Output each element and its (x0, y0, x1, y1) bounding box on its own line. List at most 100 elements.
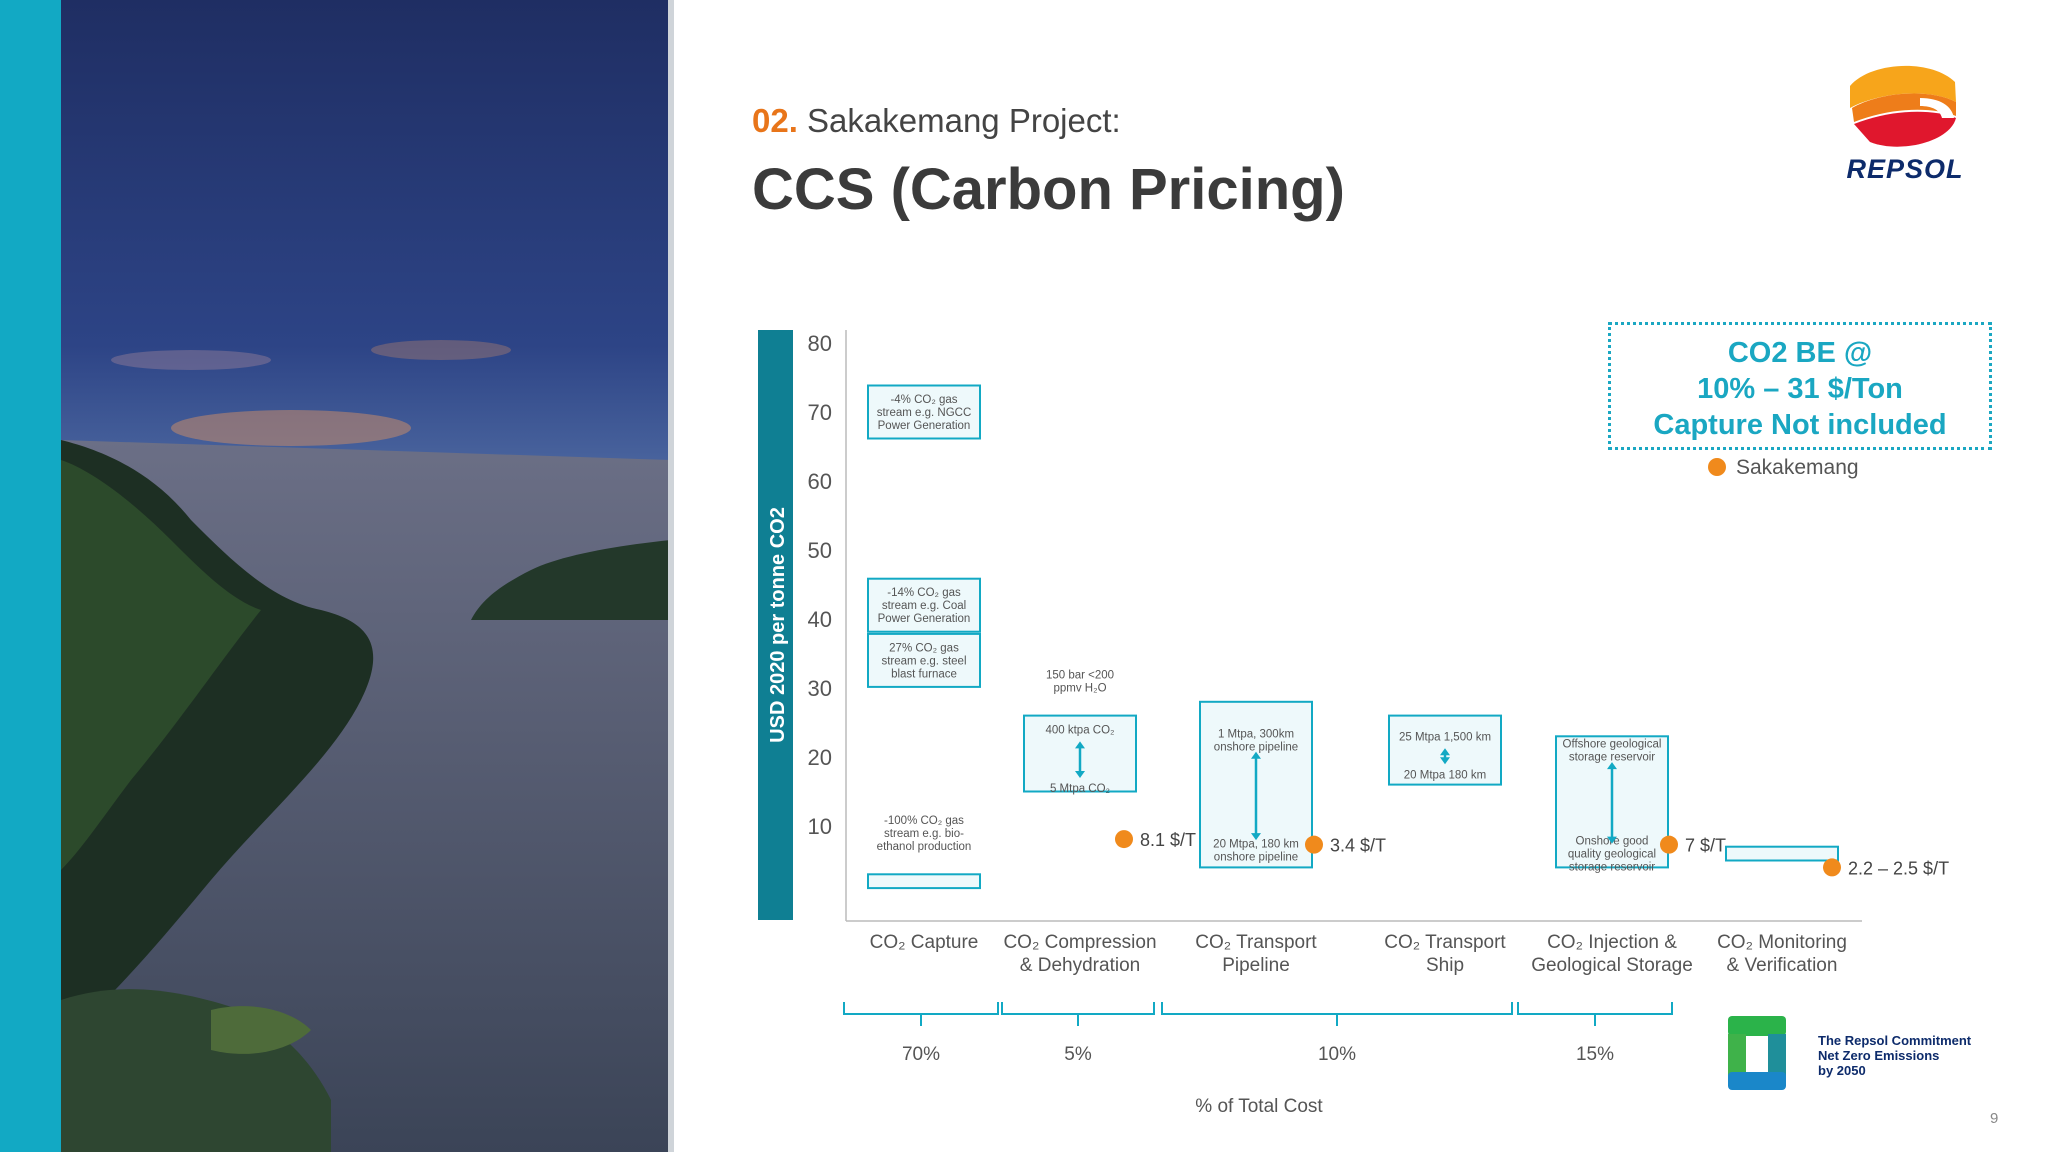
annotation-text: -4% CO₂ gas (890, 394, 957, 406)
x-category-label: CO₂ Capture (870, 932, 979, 953)
x-category-label: Pipeline (1222, 955, 1290, 976)
callout-line-3: Capture Not included (1653, 409, 1947, 441)
annotation-text: storage reservoir (1569, 752, 1655, 764)
annotation-text: -14% CO₂ gas (887, 587, 961, 599)
annotation-text: 20 Mtpa 180 km (1404, 769, 1486, 781)
cost-share-label: 15% (1576, 1044, 1614, 1065)
annotation-text: stream e.g. Coal (882, 600, 966, 612)
annotation-text: storage reservoir (1569, 862, 1655, 874)
section-number: 02. (752, 102, 798, 139)
x-category-label: CO₂ Monitoring (1717, 932, 1847, 953)
range-arrow-head-down (1251, 833, 1261, 841)
point-label: 3.4 $/T (1330, 836, 1386, 856)
repsol-flame-icon (1850, 65, 1956, 147)
cost-bracket (1001, 1002, 1155, 1026)
river-photo (61, 0, 671, 1152)
page-title: CCS (Carbon Pricing) (752, 157, 1345, 222)
annotation-text: 400 ktpa CO₂ (1045, 724, 1114, 736)
repsol-wordmark: REPSOL (1846, 154, 1964, 184)
annotation-text: -100% CO₂ gas (884, 815, 964, 827)
ylabel-band (758, 330, 793, 920)
y-tick-label: 70 (808, 400, 832, 425)
y-axis-label: USD 2020 per tonne CO2 (767, 507, 789, 743)
accent-strip (0, 0, 61, 1152)
y-tick-label: 40 (808, 607, 832, 632)
annotation-text: blast furnace (891, 668, 957, 680)
range-bar (1725, 845, 1839, 862)
annotation-text: stream e.g. bio- (884, 828, 964, 840)
y-tick-label: 50 (808, 538, 832, 563)
annotation-box (867, 632, 981, 688)
sakakemang-point (1823, 858, 1841, 877)
annotation-text: stream e.g. steel (881, 655, 966, 667)
cost-bracket (1161, 1002, 1513, 1026)
x-category-label: CO₂ Transport (1195, 932, 1317, 953)
legend: Sakakemang (1708, 456, 1859, 480)
cost-share-label: 5% (1064, 1044, 1092, 1065)
cost-bracket (843, 1002, 999, 1026)
annotation-text: 25 Mtpa 1,500 km (1399, 731, 1491, 743)
y-tick-label: 10 (808, 814, 832, 839)
x-category-label: CO₂ Transport (1384, 932, 1506, 953)
annotation-text: onshore pipeline (1214, 741, 1298, 753)
range-arrow-head-down (1075, 771, 1085, 779)
page-number: 9 (1990, 1110, 1999, 1127)
commitment-line-3: by 2050 (1818, 1063, 1866, 1078)
annotation-text: quality geological (1568, 849, 1656, 861)
y-tick-label: 20 (808, 745, 832, 770)
annotation-text: ethanol production (877, 841, 972, 853)
annotation-text: stream e.g. NGCC (877, 407, 972, 419)
repsol-logo: REPSOL (1830, 58, 1980, 188)
annotation-text: ppmv H₂O (1053, 683, 1106, 695)
range-arrow-head-up (1251, 751, 1261, 759)
x-category-label: & Verification (1727, 955, 1838, 976)
legend-label: Sakakemang (1736, 456, 1859, 479)
callout-line-1: CO2 BE @ (1727, 337, 1873, 369)
point-label: 8.1 $/T (1140, 830, 1196, 850)
range-arrow-head-up (1075, 741, 1085, 749)
annotation-text: 150 bar <200 (1046, 670, 1114, 682)
cost-share-label: 10% (1318, 1044, 1356, 1065)
annotation-text: 1 Mtpa, 300km (1218, 728, 1294, 740)
annotation-text: Power Generation (878, 613, 971, 625)
callout-line-2: 10% – 31 $/Ton (1697, 373, 1903, 405)
sakakemang-point (1305, 835, 1323, 854)
photo-edge (668, 0, 674, 1152)
sakakemang-point (1115, 830, 1133, 849)
x-category-label: CO₂ Injection & (1547, 932, 1677, 953)
section-heading: 02. Sakakemang Project: (752, 102, 1121, 140)
range-arrow-head-down (1440, 757, 1450, 765)
sakakemang-point (1660, 835, 1678, 854)
annotation-text: 20 Mtpa, 180 km (1213, 839, 1299, 851)
cost-bracket (1517, 1002, 1673, 1026)
range-arrow-head-down (1607, 836, 1617, 844)
x-category-label: CO₂ Compression (1003, 932, 1156, 953)
commitment-line-2: Net Zero Emissions (1818, 1048, 1940, 1063)
annotation-box (867, 577, 981, 633)
net-zero-logo (1726, 1014, 1788, 1094)
x-category-label: Geological Storage (1531, 955, 1693, 976)
x-axis-label: % of Total Cost (1195, 1096, 1323, 1117)
annotation-box (867, 384, 981, 440)
range-arrow-head-up (1440, 748, 1450, 756)
range-arrow-head-up (1607, 762, 1617, 770)
commitment-text: The Repsol Commitment Net Zero Emissions… (1818, 1033, 1971, 1078)
x-category-label: & Dehydration (1020, 955, 1140, 976)
y-tick-label: 80 (808, 331, 832, 356)
legend-marker (1708, 458, 1726, 476)
breakeven-callout: CO2 BE @ 10% – 31 $/Ton Capture Not incl… (1608, 322, 1992, 450)
y-tick-label: 60 (808, 469, 832, 494)
annotation-text: Power Generation (878, 420, 971, 432)
y-tick-label: 30 (808, 676, 832, 701)
range-bar (867, 873, 981, 890)
cost-share-label: 70% (902, 1044, 940, 1065)
point-label: 2.2 – 2.5 $/T (1848, 858, 1949, 878)
commitment-line-1: The Repsol Commitment (1818, 1033, 1972, 1048)
annotation-text: onshore pipeline (1214, 852, 1298, 864)
section-title: Sakakemang Project: (807, 102, 1121, 139)
annotation-text: Offshore geological (1563, 739, 1662, 751)
x-category-label: Ship (1426, 955, 1464, 976)
point-label: 7 $/T (1685, 836, 1726, 856)
annotation-text: 5 Mtpa CO₂ (1050, 783, 1110, 795)
